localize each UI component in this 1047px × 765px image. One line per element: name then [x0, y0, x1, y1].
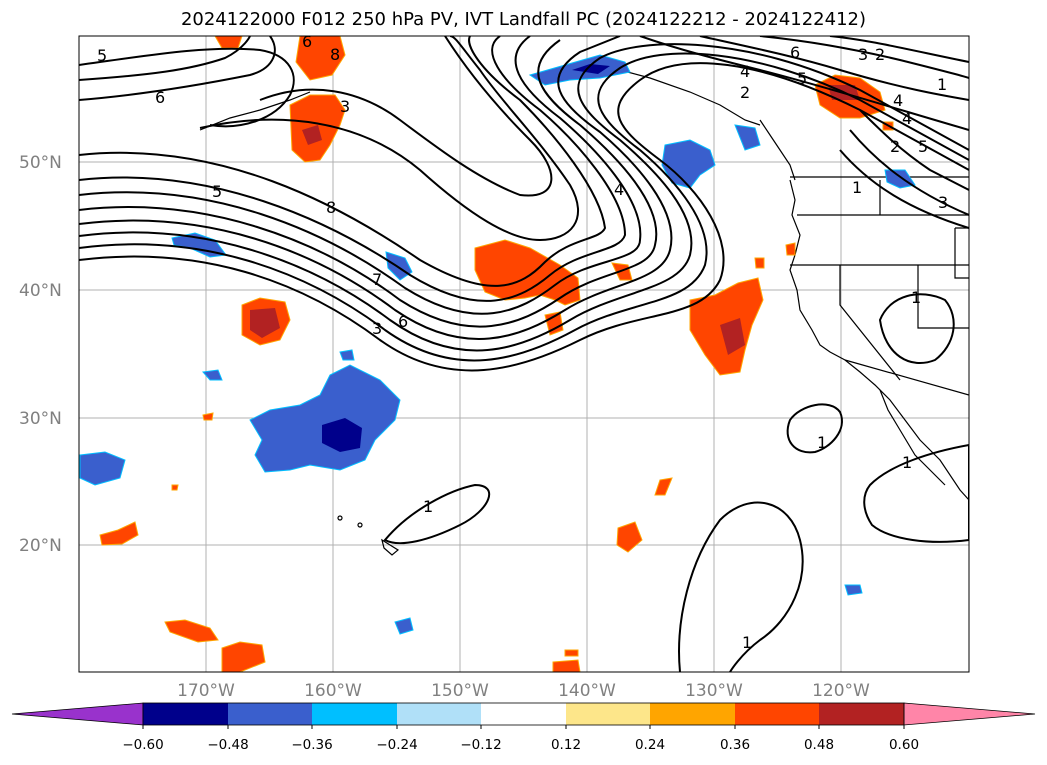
hawaii-islands — [381, 538, 400, 556]
colorbar-tick-label: −0.12 — [460, 737, 501, 753]
contour-label: 1 — [742, 633, 752, 652]
colorbar-segment — [143, 703, 228, 725]
lat-label: 40°N — [19, 281, 62, 301]
colorbar-segment — [481, 703, 566, 725]
colorbar-segment — [819, 703, 904, 725]
contour-label: 3 — [340, 97, 350, 116]
colorbar-segment — [397, 703, 481, 725]
contour-label: 6 — [155, 88, 165, 107]
colorbar-frame — [142, 702, 905, 726]
aleutian-islands — [199, 91, 311, 131]
colorbar-right-extension — [903, 702, 1036, 726]
contour-label: 7 — [372, 270, 382, 289]
colorbar-tick-label: 0.12 — [551, 737, 581, 753]
lon-label: 120°W — [812, 681, 870, 701]
colorbar-tick-label: −0.48 — [207, 737, 248, 753]
contour-label: 2 — [740, 83, 750, 102]
colorbar-tick-label: −0.60 — [122, 737, 163, 753]
us-mexico-border — [844, 359, 969, 396]
contour-label: 4 — [614, 180, 624, 199]
lon-label: 170°W — [177, 681, 235, 701]
contour-label: 5 — [797, 69, 807, 88]
west-coast-coastline — [789, 179, 969, 501]
lon-label: 140°W — [558, 681, 616, 701]
hawaii-islet-2 — [357, 522, 363, 528]
map-background — [79, 36, 969, 672]
lon-label: 130°W — [685, 681, 743, 701]
colorbar-tick-label: 0.36 — [720, 737, 750, 753]
contour-label: 5 — [97, 46, 107, 65]
bc-coastline — [759, 119, 796, 181]
contour-label: 2 — [875, 45, 885, 64]
contour-label: 4 — [893, 91, 903, 110]
lon-label: 160°W — [304, 681, 362, 701]
contour-label: 3 — [372, 319, 382, 338]
contour-label: 3 — [938, 193, 948, 212]
colorbar: −0.60 −0.48 −0.36 −0.24 −0.12 0.12 0.24 … — [11, 702, 1036, 753]
contour-label: 2 — [890, 137, 900, 156]
colorbar-tick-label: −0.24 — [376, 737, 417, 753]
contour-label: 3 — [858, 45, 868, 64]
colorbar-tick-label: −0.36 — [291, 737, 332, 753]
lat-label: 20°N — [19, 536, 62, 556]
baja-coastline — [879, 389, 946, 486]
latitude-labels: 50°N 40°N 30°N 20°N — [19, 153, 62, 556]
hawaii-islet — [337, 515, 343, 521]
pv-contours — [79, 36, 969, 672]
lat-label: 30°N — [19, 409, 62, 429]
contour-label: 6 — [302, 32, 312, 51]
contour-label: 4 — [740, 62, 750, 81]
contour-label: 1 — [937, 75, 947, 94]
contour-label: 1 — [902, 453, 912, 472]
state-border-3 — [839, 265, 901, 381]
pv-shading — [79, 36, 916, 672]
lon-label: 150°W — [431, 681, 489, 701]
contour-label: 1 — [852, 178, 862, 197]
contour-label: 1 — [423, 497, 433, 516]
map-title: 2024122000 F012 250 hPa PV, IVT Landfall… — [180, 9, 867, 30]
colorbar-tick-label: 0.24 — [635, 737, 665, 753]
contour-label: 8 — [330, 45, 340, 64]
contour-labels: 5 6 8 5 4 5 6 2 4 3 2 1 6 3 8 7 5 6 3 4 … — [97, 32, 948, 652]
colorbar-segment — [228, 703, 312, 725]
colorbar-tick-label: 0.48 — [804, 737, 834, 753]
colorbar-segment — [566, 703, 650, 725]
colorbar-tick-label: 0.60 — [889, 737, 919, 753]
contour-label: 4 — [902, 109, 912, 128]
state-border-4 — [917, 265, 969, 329]
contour-label: 1 — [911, 288, 921, 307]
colorbar-segment — [735, 703, 819, 725]
colorbar-segment — [650, 703, 735, 725]
contour-label: 1 — [817, 433, 827, 452]
lat-label: 50°N — [19, 153, 62, 173]
colorbar-segment — [312, 703, 397, 725]
contour-label: 5 — [918, 137, 928, 156]
map-frame — [78, 35, 970, 673]
contour-label: 6 — [790, 43, 800, 62]
longitude-labels: 170°W 160°W 150°W 140°W 130°W 120°W — [177, 681, 870, 701]
contour-label: 8 — [326, 198, 336, 217]
colorbar-left-extension — [11, 702, 144, 726]
contour-label: 5 — [212, 182, 222, 201]
contour-label: 6 — [398, 312, 408, 331]
